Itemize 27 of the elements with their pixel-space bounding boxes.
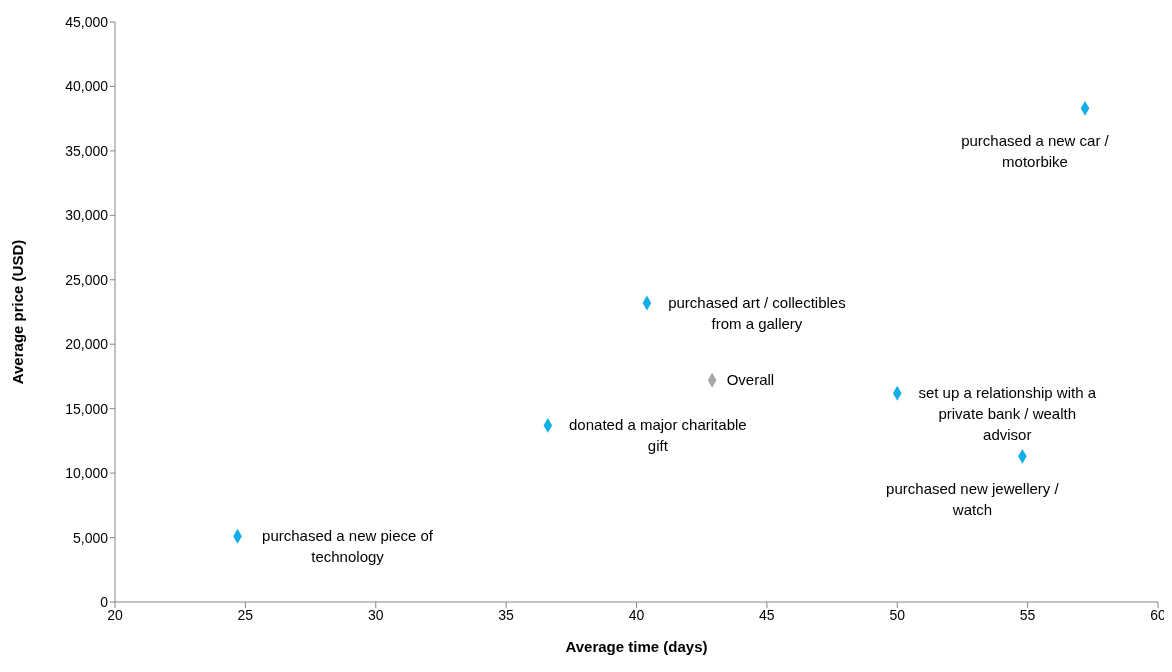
x-axis-title: Average time (days): [565, 638, 708, 655]
annotation: set up a relationship with a private bank / wealth advisor: [918, 384, 1097, 444]
y-tick-label: 45,000: [65, 13, 109, 30]
y-tick-label: 30,000: [65, 207, 109, 224]
x-tick-label: 35: [498, 606, 515, 623]
y-tick-label: 5,000: [72, 529, 109, 546]
y-tick-label: 20,000: [65, 336, 109, 353]
annotation: purchased a new piece of technology: [262, 527, 434, 566]
y-tick-label: 25,000: [65, 271, 109, 288]
series-label: Overall: [726, 371, 775, 389]
x-tick-label: 25: [237, 606, 254, 623]
y-tick-label: 10,000: [65, 465, 109, 482]
y-tick-label: 0: [100, 593, 109, 610]
x-tick-label: 55: [1019, 606, 1036, 623]
y-axis-title: Average price (USD): [9, 239, 27, 385]
y-tick-label: 35,000: [65, 142, 109, 159]
annotation: purchased new jewellery / watch: [886, 480, 1060, 519]
y-tick-label: 15,000: [65, 400, 109, 417]
annotation: donated a major charitable gift: [569, 416, 747, 455]
annotation: purchased art / collectibles from a gallery: [668, 293, 846, 332]
y-tick-label: 40,000: [65, 78, 109, 95]
x-tick-label: 50: [889, 606, 906, 623]
x-tick-label: 40: [628, 606, 645, 623]
annotation: purchased a new car / motorbike: [961, 132, 1110, 171]
x-tick-label: 20: [107, 606, 123, 623]
x-tick-label: 30: [367, 606, 384, 623]
x-tick-label: 45: [759, 606, 775, 623]
